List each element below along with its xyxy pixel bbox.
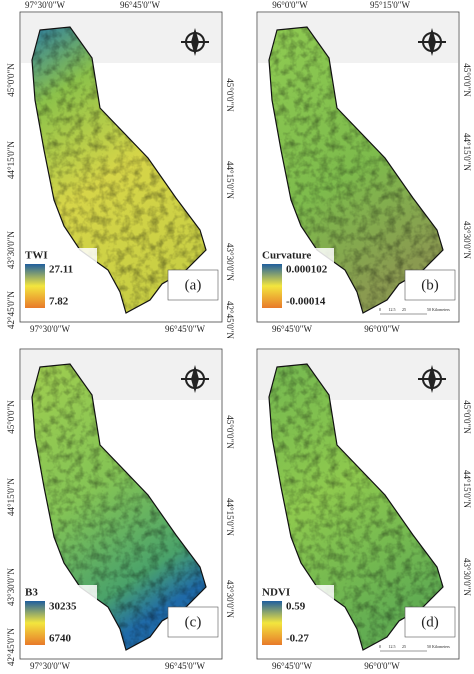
map-panel: 96°45'0"W 96°0'0"W 45°0'0"N 44°15'0"N 43°30'…: [256, 348, 472, 671]
latitude-label: 43°30'0"N: [6, 568, 16, 606]
latitude-label: 43°30'0"N: [6, 231, 16, 269]
latitude-label: 45°0'0"N: [6, 400, 16, 434]
latitude-label: 44°15'0"N: [462, 133, 472, 171]
legend-title: B3: [25, 587, 38, 599]
legend-title: NDVI: [262, 587, 290, 599]
longitude-label: 96°0'0"W: [364, 324, 400, 334]
latitude-label: 45°0'0"N: [462, 400, 472, 434]
map-panel: 96°0'0"W 95°15'0"W 96°45'0"W 96°0'0"W 45°0'0…: [256, 0, 472, 334]
latitude-label: 45°0'0"N: [225, 415, 235, 449]
latitude-label: 42°45'0"N: [6, 628, 16, 666]
longitude-label: 96°45'0"W: [272, 661, 312, 671]
legend-max: 0.000102: [286, 264, 328, 276]
latitude-label: 44°15'0"N: [225, 161, 235, 199]
scale-bar-label: 25: [402, 307, 406, 312]
legend-max: 0.59: [286, 601, 306, 613]
legend-min: -0.00014: [286, 296, 326, 308]
panel-letter: (a): [185, 277, 202, 293]
panel-letter: (d): [421, 614, 439, 630]
legend-max: 27.11: [49, 264, 73, 276]
scale-bar-label: 50 Kilometers: [427, 644, 450, 649]
latitude-label: 43°30'0"N: [462, 221, 472, 259]
map-panel: 97°30'0"W 96°45'0"W 45°0'0"N 44°15'0"N 43°30…: [6, 348, 235, 671]
latitude-label: 43°30'0"N: [225, 243, 235, 281]
longitude-label: 97°30'0"W: [30, 324, 70, 334]
latitude-label: 43°30'0"N: [462, 558, 472, 596]
legend-ramp: [25, 601, 45, 645]
panel-letter-box: [404, 269, 456, 301]
legend-min: -0.27: [286, 633, 309, 645]
panel-letter-box: [167, 606, 219, 638]
legend-ramp: [262, 264, 282, 308]
map-panel: 97°30'0"W 96°45'0"W 97°30'0"W 96°45'0"W 45°0…: [6, 0, 235, 339]
scale-bar-label: 0: [379, 644, 381, 649]
legend-ramp: [25, 264, 45, 308]
scale-bar-label: 0: [379, 307, 381, 312]
latitude-label: 45°0'0"N: [225, 78, 235, 112]
latitude-label: 44°15'0"N: [6, 141, 16, 179]
longitude-label: 97°30'0"W: [30, 661, 70, 671]
scale-bar-label: 25: [402, 644, 406, 649]
latitude-label: 43°30'0"N: [225, 580, 235, 618]
longitude-label: 95°15'0"W: [370, 0, 410, 10]
latitude-label: 44°15'0"N: [462, 470, 472, 508]
panel-letter: (c): [185, 614, 202, 630]
legend-title: TWI: [25, 250, 48, 262]
latitude-label: 44°15'0"N: [225, 498, 235, 536]
longitude-label: 97°30'0"W: [25, 0, 65, 10]
scale-bar-label: 12.5: [389, 307, 396, 312]
longitude-label: 96°45'0"W: [272, 324, 312, 334]
panel-letter: (b): [421, 277, 439, 293]
longitude-label: 96°45'0"W: [165, 661, 205, 671]
panel-letter-box: [404, 606, 456, 638]
latitude-label: 45°0'0"N: [462, 63, 472, 97]
longitude-label: 96°0'0"W: [364, 661, 400, 671]
longitude-label: 96°0'0"W: [272, 0, 308, 10]
panel-letter-box: [167, 269, 219, 301]
legend-title: Curvature: [262, 250, 311, 262]
legend-min: 7.82: [49, 296, 69, 308]
longitude-label: 96°45'0"W: [165, 324, 205, 334]
latitude-label: 42°45'0"N: [225, 301, 235, 339]
legend-min: 6740: [49, 633, 72, 645]
scale-bar-label: 50 Kilometers: [427, 307, 450, 312]
longitude-label: 96°45'0"W: [120, 0, 160, 10]
latitude-label: 44°15'0"N: [6, 478, 16, 516]
latitude-label: 42°45'0"N: [6, 291, 16, 329]
latitude-label: 45°0'0"N: [6, 63, 16, 97]
legend-max: 30235: [49, 601, 77, 613]
scale-bar-label: 12.5: [389, 644, 396, 649]
legend-ramp: [262, 601, 282, 645]
